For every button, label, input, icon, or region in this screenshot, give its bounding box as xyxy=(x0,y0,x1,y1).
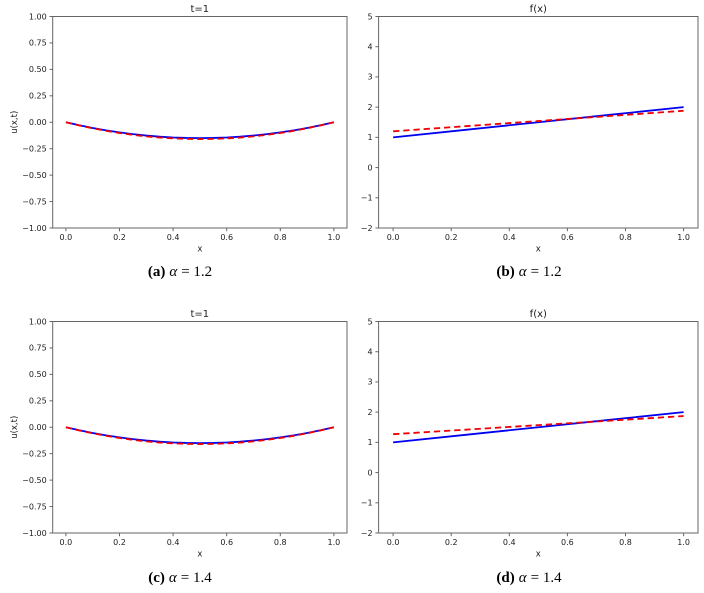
y-tick-label: 0.50 xyxy=(29,370,47,379)
plot-title: t=1 xyxy=(191,4,210,15)
x-tick-label: 0.8 xyxy=(274,233,287,242)
x-tick-label: 1.0 xyxy=(677,233,690,242)
series-blue-solid-line xyxy=(393,106,684,139)
caption-b-symbol: α xyxy=(518,264,527,280)
y-tick-label: 0.25 xyxy=(29,92,47,101)
caption-b-value: = 1.2 xyxy=(530,264,562,280)
y-tick-label: 2 xyxy=(368,408,373,417)
y-tick-label: −1 xyxy=(361,499,373,508)
x-tick-label: 0.2 xyxy=(445,233,458,242)
y-tick-label: −0.25 xyxy=(22,449,47,458)
axes-box xyxy=(52,321,348,534)
x-tick-label: 0.4 xyxy=(167,538,180,547)
y-tick-label: −0.75 xyxy=(22,502,47,511)
x-axis-label: x xyxy=(197,550,202,560)
x-tick-label: 0.8 xyxy=(619,538,632,547)
y-tick-label: 4 xyxy=(368,43,373,52)
caption-b-label: (b) xyxy=(496,264,515,280)
x-tick-label: 0.4 xyxy=(167,233,180,242)
x-tick-label: 0.2 xyxy=(445,538,458,547)
caption-c-label: (c) xyxy=(148,570,165,586)
x-tick-label: 1.0 xyxy=(677,538,690,547)
y-tick-label: 0.75 xyxy=(29,344,47,353)
subplot-b: 0.0 0.2 0.4 0.6 0.8 1.0 5 4 3 2 1 0 −1 −2 f(x) x xyxy=(361,4,699,255)
caption-b: (b) α = 1.2 xyxy=(496,264,561,281)
x-tick-label: 1.0 xyxy=(328,233,341,242)
y-tick-label: 3 xyxy=(368,378,373,387)
x-axis-label: x xyxy=(197,245,202,255)
y-tick-label: −1.00 xyxy=(22,224,47,233)
y-tick-label: 2 xyxy=(368,103,373,112)
series-red-dashed-line xyxy=(393,109,684,133)
y-tick-label: −0.25 xyxy=(22,144,47,153)
subplot-d: 0.0 0.2 0.4 0.6 0.8 1.0 5 4 3 2 1 0 −1 −2 f(x) x xyxy=(361,309,699,560)
x-tick-label: 0.2 xyxy=(113,538,126,547)
x-tick-label: 0.0 xyxy=(387,233,400,242)
series-red-dashed-line xyxy=(65,121,335,140)
y-tick-label: 1 xyxy=(368,133,373,142)
caption-a: (a) α = 1.2 xyxy=(148,264,212,281)
series-red-dashed-line xyxy=(65,426,335,445)
caption-d-value: = 1.4 xyxy=(530,570,562,586)
x-tick-label: 0.2 xyxy=(113,233,126,242)
x-tick-label: 0.4 xyxy=(503,233,516,242)
caption-d-symbol: α xyxy=(518,570,527,586)
y-tick-label: 0.25 xyxy=(29,397,47,406)
y-tick-label: 3 xyxy=(368,73,373,82)
x-tick-label: 0.6 xyxy=(561,538,574,547)
y-tick-label: 1 xyxy=(368,438,373,447)
x-axis-label: x xyxy=(536,550,541,560)
y-tick-label: −0.50 xyxy=(22,171,47,180)
y-tick-label: −1.00 xyxy=(22,529,47,538)
y-axis-label: u(x,t) xyxy=(10,416,20,439)
x-tick-label: 0.6 xyxy=(561,233,574,242)
y-tick-label: 0 xyxy=(368,163,373,172)
caption-a-label: (a) xyxy=(147,264,166,280)
subplot-c: 0.0 0.2 0.4 0.6 0.8 1.0 1.00 0.75 0.50 0.25 0.00 −0… xyxy=(10,309,348,560)
caption-d: (d) α = 1.4 xyxy=(496,570,561,587)
plot-title: t=1 xyxy=(191,309,210,320)
plot-title: f(x) xyxy=(530,4,547,15)
y-tick-label: −0.75 xyxy=(22,197,47,206)
caption-c-symbol: α xyxy=(168,570,177,586)
subplot-a: 0.0 0.2 0.4 0.6 0.8 1.0 1.00 0.75 0.50 0.25 0.00 −0… xyxy=(10,4,348,255)
y-tick-label: −0.50 xyxy=(22,476,47,485)
x-tick-label: 1.0 xyxy=(328,538,341,547)
y-tick-label: −1 xyxy=(361,194,373,203)
y-tick-label: 0.75 xyxy=(29,39,47,48)
x-axis-label: x xyxy=(536,245,541,255)
x-tick-label: 0.0 xyxy=(60,538,73,547)
series-red-dashed-line xyxy=(393,415,684,436)
x-tick-label: 0.6 xyxy=(220,233,233,242)
x-tick-label: 0.4 xyxy=(503,538,516,547)
x-tick-label: 0.6 xyxy=(220,538,233,547)
caption-d-label: (d) xyxy=(496,570,515,586)
y-tick-label: −2 xyxy=(361,529,373,538)
y-tick-label: 1.00 xyxy=(29,317,47,326)
y-tick-label: 0 xyxy=(368,468,373,477)
y-tick-label: 4 xyxy=(368,348,373,357)
y-axis-label: u(x,t) xyxy=(10,111,20,134)
axes-box xyxy=(378,16,699,229)
x-tick-label: 0.0 xyxy=(60,233,73,242)
caption-c-value: = 1.4 xyxy=(180,570,212,586)
axes-box xyxy=(378,321,699,534)
y-tick-label: 0.00 xyxy=(29,423,47,432)
x-tick-label: 0.8 xyxy=(274,538,287,547)
y-tick-label: 0.00 xyxy=(29,118,47,127)
caption-a-value: = 1.2 xyxy=(181,264,213,280)
plot-title: f(x) xyxy=(530,309,547,320)
y-tick-label: 1.00 xyxy=(29,12,47,21)
y-tick-label: 5 xyxy=(368,12,373,21)
y-tick-label: 0.50 xyxy=(29,65,47,74)
x-tick-label: 0.8 xyxy=(619,233,632,242)
caption-a-symbol: α xyxy=(169,264,178,280)
x-tick-label: 0.0 xyxy=(387,538,400,547)
y-tick-label: −2 xyxy=(361,224,373,233)
y-tick-label: 5 xyxy=(368,317,373,326)
axes-box xyxy=(52,16,348,229)
series-blue-solid-line xyxy=(393,411,684,444)
caption-c: (c) α = 1.4 xyxy=(148,570,212,587)
